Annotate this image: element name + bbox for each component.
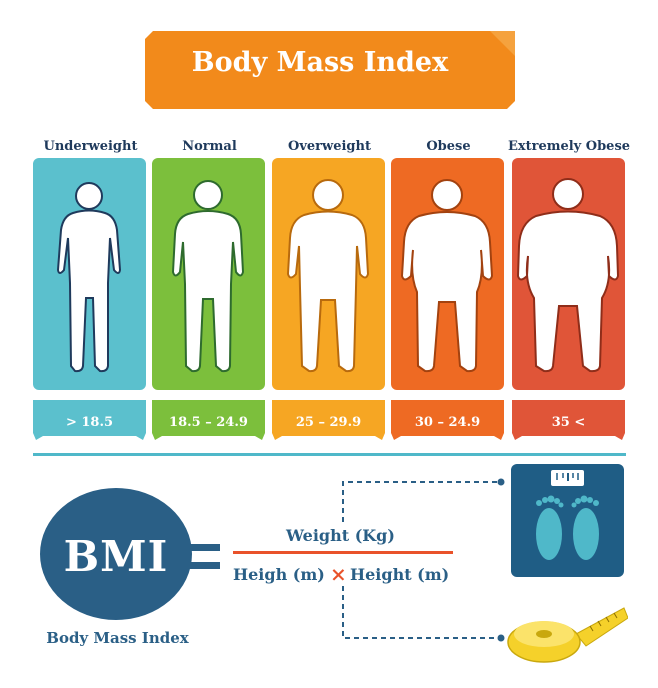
card-overweight [272, 158, 385, 390]
category-label-extremely-obese: Extremely Obese [507, 139, 631, 154]
category-label-normal: Normal [182, 139, 237, 154]
person-overweight-icon [286, 179, 370, 373]
multiply-sign: × [330, 562, 347, 586]
category-label-underweight: Underweight [43, 139, 138, 154]
card-underweight [33, 158, 146, 390]
range-underweight: > 18.5 [65, 415, 114, 430]
range-normal: 18.5 – 24.9 [169, 415, 248, 430]
bathroom-scale-icon [511, 464, 624, 577]
dashed-connectors [342, 478, 505, 642]
range-ribbons [33, 400, 625, 440]
bmi-label: BMI [63, 532, 169, 581]
bmi-subtitle: Body Mass Index [46, 629, 189, 647]
equals-sign-top [188, 544, 220, 551]
formula-denominator-left: Heigh (m) [233, 565, 325, 584]
range-obese: 30 – 24.9 [414, 415, 481, 430]
fraction-line [233, 551, 453, 554]
section-divider [33, 453, 626, 456]
category-label-overweight: Overweight [288, 139, 371, 154]
category-label-obese: Obese [426, 139, 471, 154]
formula-denominator-right: Height (m) [350, 565, 450, 584]
page-title: Body Mass Index [191, 47, 449, 78]
formula-numerator: Weight (Kg) [286, 526, 395, 545]
person-extremely-obese-icon [516, 178, 620, 373]
title-banner [145, 31, 515, 109]
bmi-circle [40, 488, 192, 620]
card-normal [152, 158, 265, 390]
range-extremely-obese: 35 < [551, 415, 586, 430]
range-overweight: 25 – 29.9 [295, 415, 362, 430]
person-underweight-icon [56, 182, 122, 373]
card-extremely-obese [512, 158, 625, 390]
person-obese-icon [400, 179, 494, 373]
card-obese [391, 158, 504, 390]
equals-sign-bottom [188, 562, 220, 569]
measuring-tape-icon [507, 607, 628, 663]
person-normal-icon [171, 180, 245, 373]
